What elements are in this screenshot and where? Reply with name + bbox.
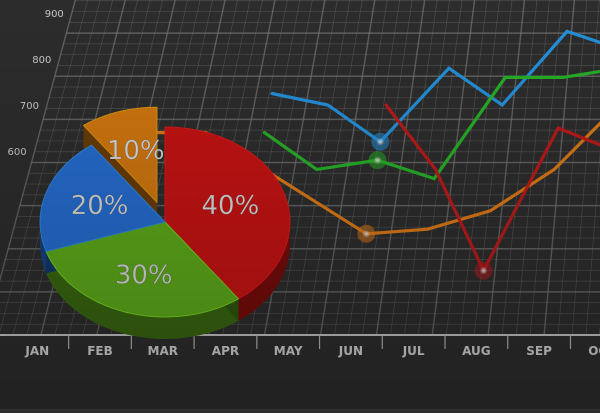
series-glow-core [362,229,371,238]
y-tick-label: 600 [8,147,27,158]
y-tick-label: 900 [45,9,64,20]
x-tick-label: JAN [24,344,49,358]
x-tick-label: OCT [588,344,600,358]
y-tick-label: 700 [20,101,39,112]
series-glow-core [479,266,488,275]
x-tick-label: JUN [338,344,363,358]
y-tick-label: 800 [32,55,51,66]
x-tick-label: SEP [526,344,552,358]
x-tick-label: AUG [462,344,491,358]
x-tick-label: JUL [402,344,425,358]
pie-slice-label: 20% [71,191,129,221]
pie-slice-label: 40% [201,191,259,221]
x-tick-label: APR [212,344,239,358]
x-tick-label: MAY [274,344,303,358]
pie-slice-label: 30% [115,260,173,290]
pie-slice-label: 10% [107,136,165,166]
series-glow-core [376,137,385,146]
series-glow-core [373,156,382,165]
x-tick-label: FEB [87,344,113,358]
x-tick-label: MAR [148,344,178,358]
